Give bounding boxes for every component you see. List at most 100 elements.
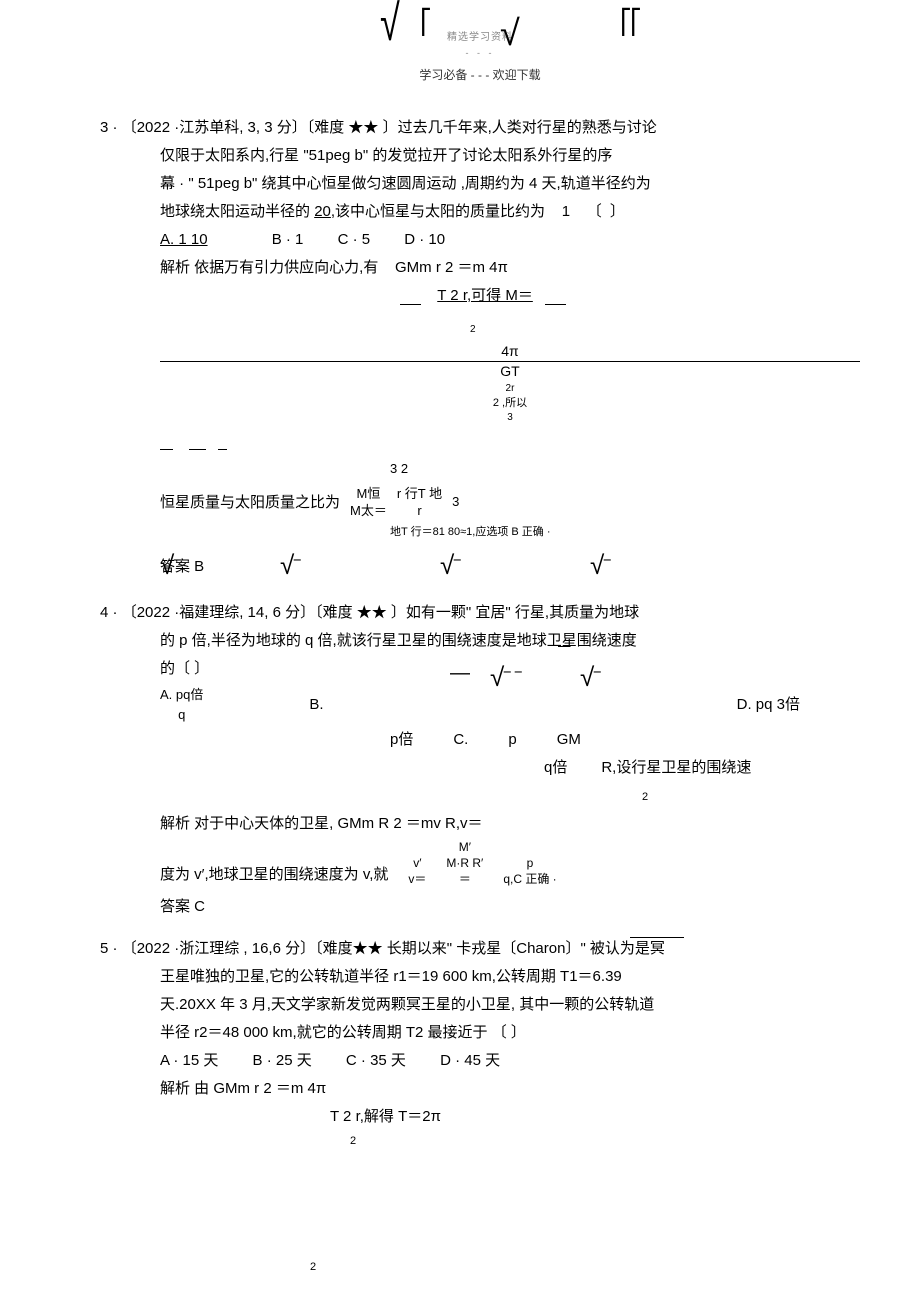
q3-line4: 地球绕太阳运动半径的 20,该中心恒星与太阳的质量比约为 1 〔 〕 bbox=[160, 200, 860, 224]
q3-r-top1: M恒 bbox=[350, 486, 387, 503]
q4-c1a: v′ bbox=[408, 856, 426, 872]
q3-ratio-c2: r 行T 地 r bbox=[397, 486, 442, 520]
subheader-dashes: - - - bbox=[471, 68, 490, 82]
q3-l4d: 1 bbox=[562, 203, 570, 220]
q4-r2b: C. bbox=[453, 728, 468, 752]
q5-opt-b: B · 25 天 bbox=[253, 1049, 312, 1073]
q4-number: 4 · bbox=[100, 604, 118, 621]
q3-number: 3 · bbox=[100, 119, 118, 136]
q4-l3-text: 的〔 〕 bbox=[160, 660, 209, 677]
q3-exp2a: T 2 r,可得 M＝ bbox=[437, 287, 533, 304]
q4-c2c: ＝ bbox=[446, 872, 483, 888]
question-5: 5 · 〔2022 ·浙江理综 , 16,6 分〕〔难度★★ 长期以来" 卡戎星… bbox=[100, 937, 860, 1151]
q4-exp2a: 度为 v′,地球卫星的围绕速度为 v,就 bbox=[160, 863, 388, 887]
q5-head: 〔2022 ·浙江理综 , 16,6 分〕〔难度★★ 长期以来" 卡戎星〔Cha… bbox=[122, 940, 665, 957]
q4-r2d: GM bbox=[557, 728, 581, 752]
q4-exp1-sup: 2 bbox=[642, 791, 648, 803]
q3-d3 bbox=[218, 432, 226, 450]
q3-d1 bbox=[160, 432, 173, 450]
q3-r-bot2: r bbox=[397, 503, 442, 520]
q4-exp-c2: M′ M·R R′ ＝ bbox=[446, 840, 483, 887]
q4-r2c: p bbox=[508, 728, 516, 752]
dash-icon: — bbox=[450, 657, 470, 689]
q3-ratio-sup: 3 2 bbox=[390, 461, 408, 478]
q4-options-row3: q倍 R,设行星卫星的围绕速 bbox=[544, 756, 860, 780]
q3-r-bot1: M太＝ bbox=[350, 503, 387, 520]
q5-explain-1: 解析 由 GMm r 2 ＝m 4π bbox=[160, 1077, 860, 1101]
q3-line2: 仅限于太阳系内,行星 "51peg b" 的发觉拉开了讨论太阳系外行星的序 bbox=[160, 144, 860, 168]
subheader-right: 欢迎下载 bbox=[493, 68, 541, 82]
q3-right-column: 4π GT 2r 2 ,所以 3 bbox=[160, 342, 860, 426]
q4-opt-b: B. bbox=[309, 693, 323, 717]
q3-l4e-paren: 〔 〕 bbox=[587, 203, 627, 220]
q4-u-over bbox=[558, 629, 571, 653]
subheader-left: 学习必备 bbox=[419, 68, 467, 82]
q4-exp-sup: 2 bbox=[430, 784, 860, 808]
q3-r-top2: r 行T 地 bbox=[397, 486, 442, 503]
q3-ratio-row-sup: 3 2 bbox=[390, 461, 860, 478]
q4-c2b: M·R R′ bbox=[446, 856, 483, 872]
q4-r2a: p倍 bbox=[390, 728, 413, 752]
q3-rc1: 4π bbox=[160, 342, 860, 362]
q3-options: A. 1 10 B · 1 C · 5 D · 10 bbox=[160, 228, 860, 252]
q4-line2: 的 p 倍,半径为地球的 q 倍,就该行星卫星的围绕速度是地球卫星围绕速度 bbox=[160, 629, 860, 653]
q4-opt-d: D. pq 3倍 bbox=[737, 693, 800, 717]
q3-opt-c: C · 5 bbox=[338, 228, 371, 252]
q3-answer: 答案 B bbox=[160, 555, 860, 579]
q5-options: A · 15 天 B · 25 天 C · 35 天 D · 45 天 bbox=[160, 1049, 860, 1073]
q4-explain-2: 度为 v′,地球卫星的围绕速度为 v,就 v′ v＝ M′ M·R R′ ＝ p… bbox=[160, 840, 860, 887]
q3-exp1a: 解析 依据万有引力供应向心力,有 bbox=[160, 259, 378, 276]
question-4: 4 · 〔2022 ·福建理综, 14, 6 分〕〔难度 ★★ 〕如有一颗" 宜… bbox=[100, 601, 860, 919]
q5-opt-c: C · 35 天 bbox=[346, 1049, 406, 1073]
q4-c2a: M′ bbox=[446, 840, 483, 856]
q3-sub2: 2 bbox=[470, 312, 860, 338]
q5-line4: 半径 r2＝48 000 km,就它的公转周期 T2 最接近于 〔 〕 bbox=[160, 1021, 860, 1045]
q5-opt-a: A · 15 天 bbox=[160, 1049, 218, 1073]
q4-c3b: q,C 正确 · bbox=[503, 872, 556, 888]
q4-exp-c1: v′ v＝ bbox=[408, 856, 426, 887]
overline-icon bbox=[630, 937, 684, 938]
bracket-icon: ⎡ bbox=[420, 4, 432, 42]
q4-opt-a-bot: q bbox=[178, 705, 185, 725]
q3-u-blank-2 bbox=[545, 287, 566, 305]
q3-dashes-row bbox=[160, 429, 860, 453]
q3-ratio-row: 恒星质量与太阳质量之比为 M恒 M太＝ r 行T 地 r 3 bbox=[160, 486, 860, 520]
q3-explain-1: 解析 依据万有引力供应向心力,有 GMm r 2 ＝m 4π bbox=[160, 256, 860, 280]
q5-head-text: 〔2022 ·浙江理综 , 16,6 分〕〔难度★★ 长期以来" 卡戎星〔Cha… bbox=[122, 940, 665, 957]
q3-head: 〔2022 ·江苏单科, 3, 3 分〕〔难度 ★★ 〕过去几千年来,人类对行星… bbox=[122, 119, 657, 136]
q5-opt-d: D · 45 天 bbox=[440, 1049, 500, 1073]
sqrt-icon: √‾ ‾ bbox=[490, 657, 521, 699]
q4-c3a: p bbox=[503, 856, 556, 872]
q4-line3: 的〔 〕 — √‾ ‾ √‾ bbox=[160, 657, 860, 681]
q3-ratio-label: 恒星质量与太阳质量之比为 bbox=[160, 491, 340, 515]
q4-r3b: R,设行星卫星的围绕速 bbox=[601, 756, 751, 780]
q5-explain-2: T 2 r,解得 T＝2π bbox=[330, 1105, 860, 1129]
q3-l4c: ,该中心恒星与太阳的质量比约为 bbox=[331, 203, 545, 220]
q3-rc4: 2 ,所以 bbox=[160, 396, 860, 411]
q4-exp-c3: p q,C 正确 · bbox=[503, 856, 556, 887]
q3-ratio-tail: 地T 行＝81 80≈1,应选项 B 正确 · bbox=[390, 524, 860, 542]
q5-line3: 天.20XX 年 3 月,天文学家新发觉两颗冥王星的小卫星, 其中一颗的公转轨道 bbox=[160, 993, 860, 1017]
q3-d2 bbox=[189, 432, 206, 450]
q3-rc5: 3 bbox=[160, 411, 860, 425]
q3-exp1b: GMm r 2 ＝m 4π bbox=[395, 259, 508, 276]
q5-l2-text: 王星唯独的卫星,它的公转轨道半径 r1＝19 600 km,公转周期 T1＝6.… bbox=[160, 968, 622, 985]
doc-header: 精选学习资料 - - - bbox=[100, 30, 860, 60]
sqrt-icon: √ bbox=[500, 4, 520, 62]
header-line1: 精选学习资料 bbox=[100, 30, 860, 46]
q3-u-blank-1 bbox=[400, 287, 421, 305]
q4-answer: 答案 C bbox=[160, 895, 860, 919]
q3-opt-d: D · 10 bbox=[404, 228, 445, 252]
header-line2: - - - bbox=[100, 46, 860, 60]
q3-l4a: 地球绕太阳运动半径的 bbox=[160, 203, 310, 220]
q3-opt-a-text: A. 1 10 bbox=[160, 228, 208, 252]
page-number: 2 bbox=[310, 1259, 316, 1277]
q3-opt-a: A. 1 10 bbox=[160, 228, 238, 252]
q3-rc2: GT bbox=[160, 362, 860, 382]
q4-r3a: q倍 bbox=[544, 756, 567, 780]
q3-ratio-c3: 3 bbox=[452, 494, 459, 511]
q3-rc3: 2r bbox=[160, 382, 860, 396]
q4-options-row2: p倍 C. p GM bbox=[390, 728, 860, 752]
q4-c1b: v＝ bbox=[408, 872, 426, 888]
q4-head-text: 〔2022 ·福建理综, 14, 6 分〕〔难度 ★★ 〕如有一颗" 宜居" 行… bbox=[122, 604, 639, 621]
